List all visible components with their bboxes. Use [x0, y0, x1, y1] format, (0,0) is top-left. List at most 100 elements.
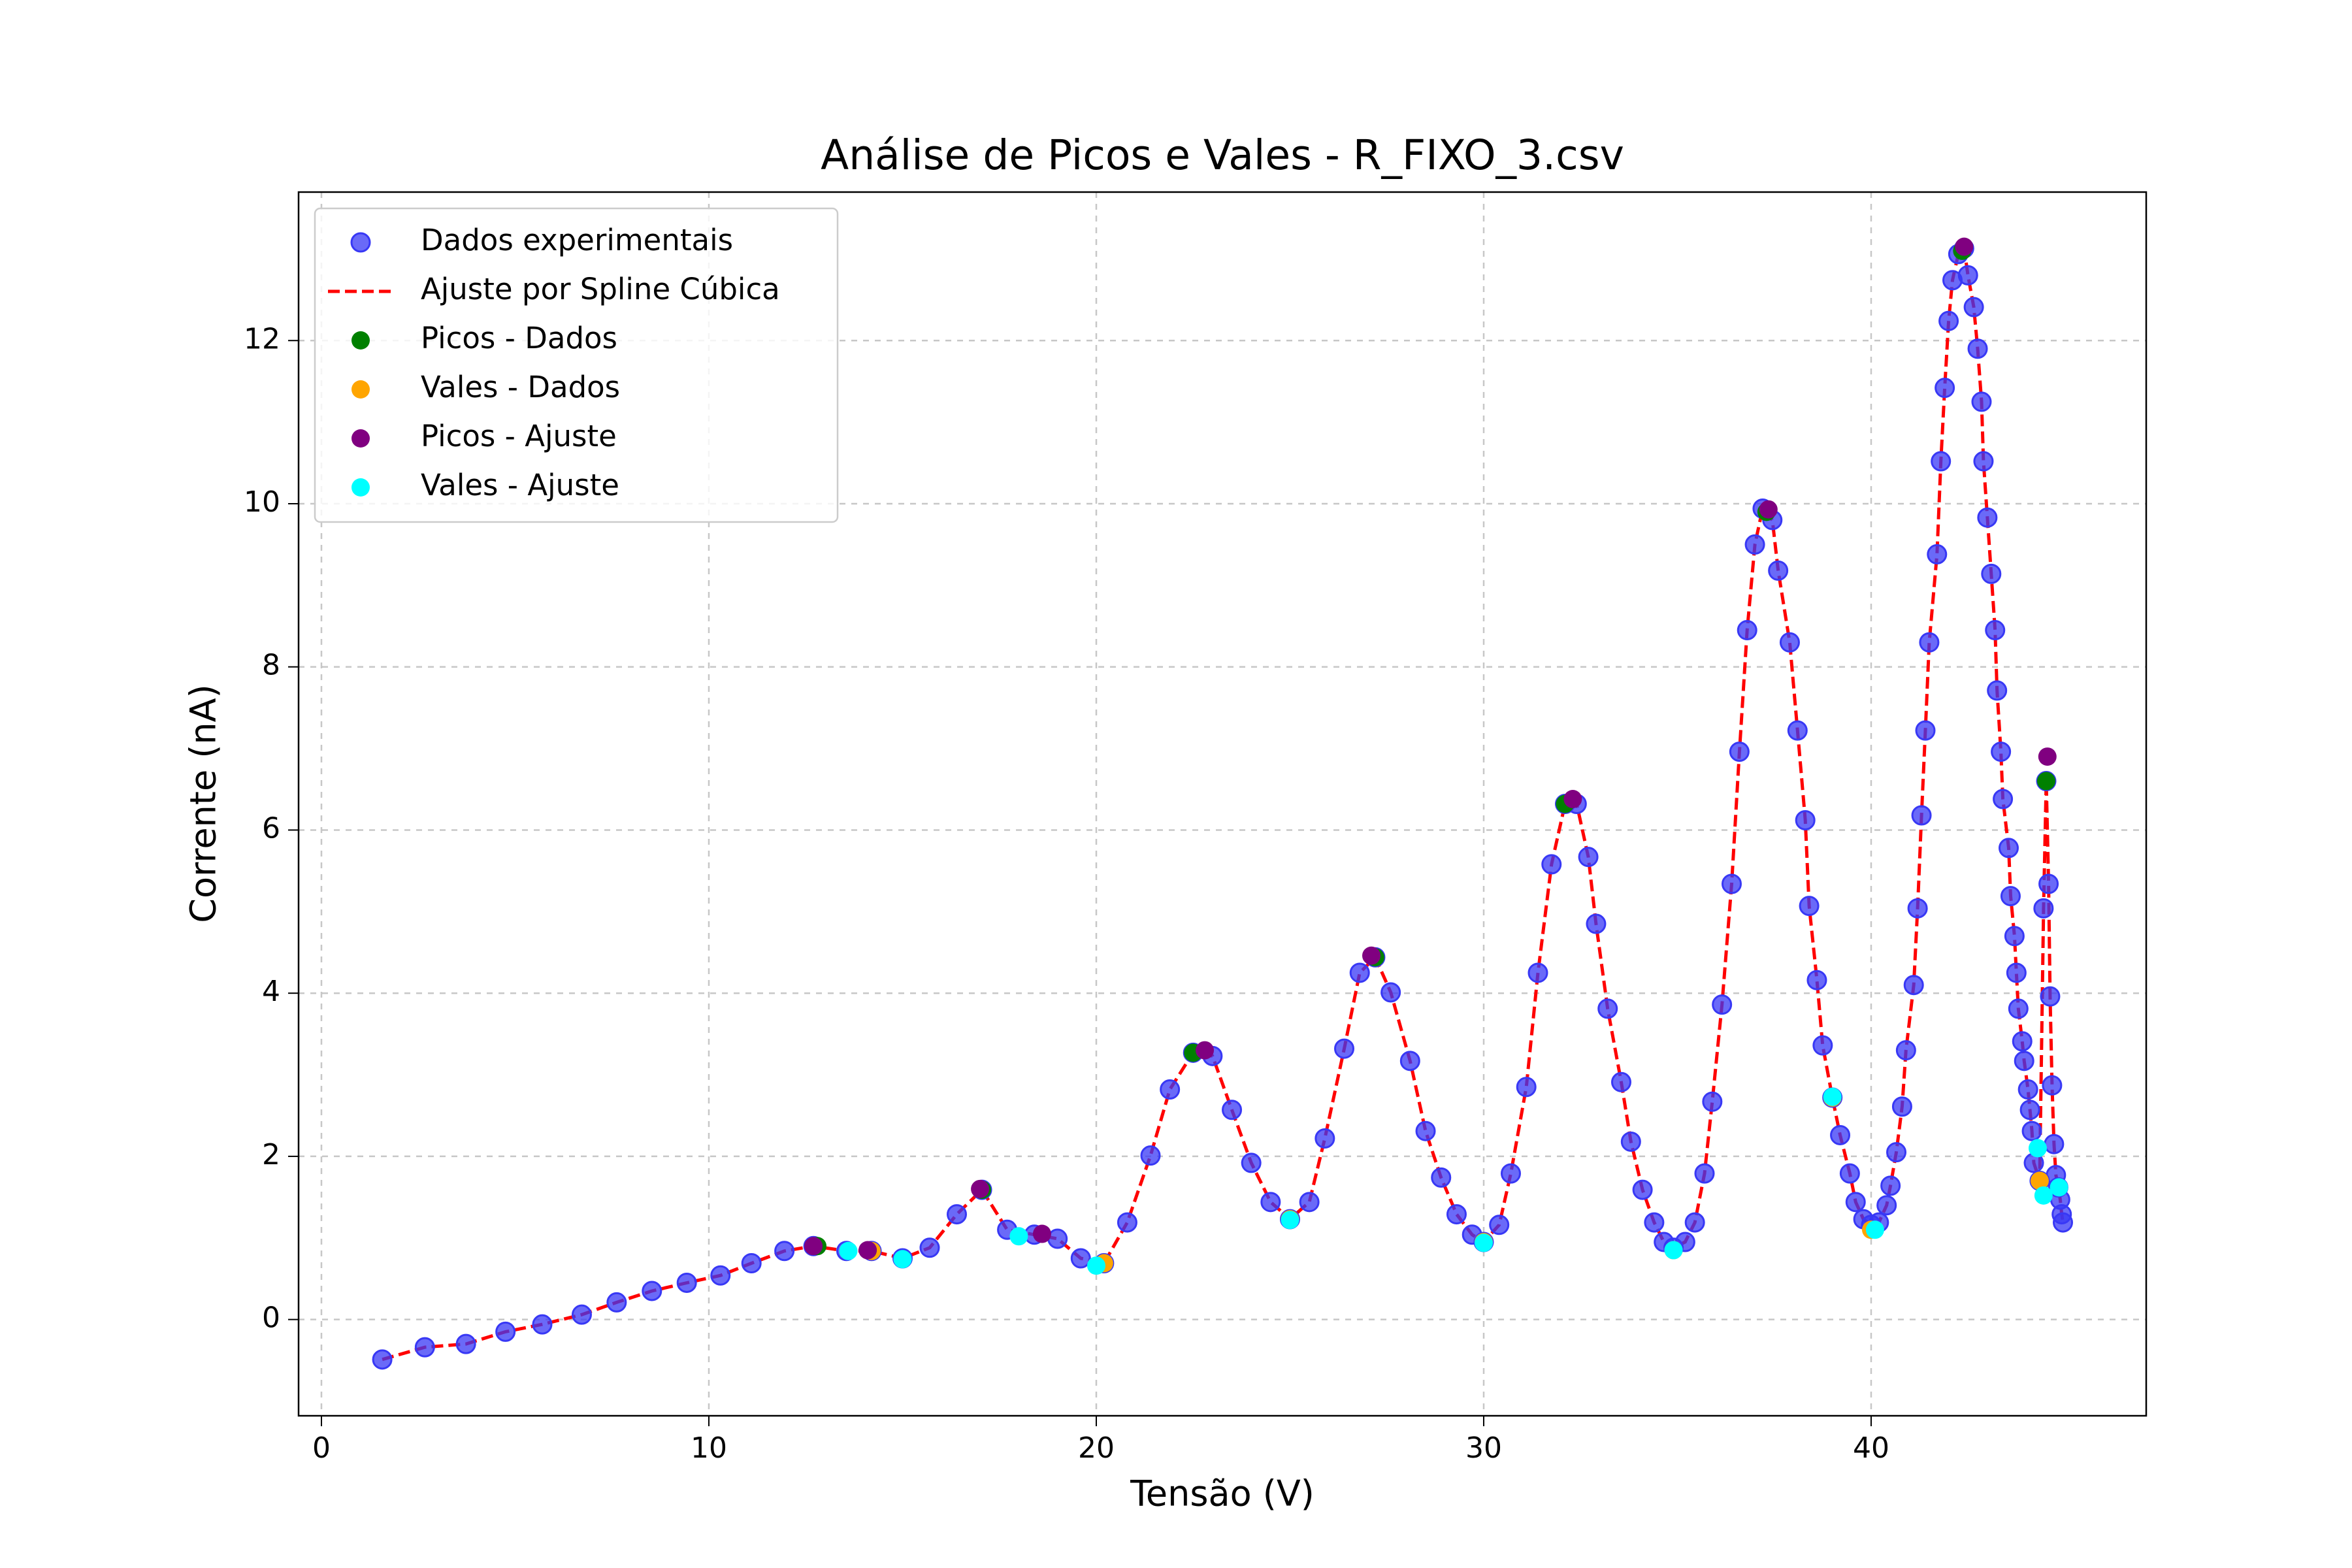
- point: [1895, 1040, 1916, 1061]
- point: [1474, 1233, 1493, 1252]
- point: [1977, 507, 1998, 528]
- legend-label: Picos - Dados: [421, 321, 617, 355]
- x-axis-label: Tensão (V): [1130, 1473, 1315, 1514]
- point: [919, 1237, 940, 1258]
- point: [1981, 563, 2002, 584]
- point: [2040, 986, 2061, 1007]
- point: [1759, 500, 1778, 519]
- point: [1140, 1145, 1161, 1166]
- point: [2038, 747, 2057, 766]
- point: [1903, 975, 1924, 996]
- x-tick-label: 0: [312, 1431, 331, 1465]
- point: [858, 1241, 877, 1260]
- point: [1333, 1038, 1354, 1059]
- point: [1845, 1192, 1866, 1213]
- point: [1160, 1079, 1181, 1100]
- point: [1086, 1256, 1105, 1275]
- point: [1891, 1096, 1912, 1117]
- point: [571, 1304, 592, 1325]
- point: [532, 1314, 553, 1335]
- point: [1799, 896, 1820, 917]
- point: [495, 1321, 516, 1342]
- point: [1865, 1220, 1884, 1239]
- legend-label: Ajuste por Spline Cúbica: [421, 272, 780, 306]
- point: [1993, 789, 2014, 809]
- legend-label: Picos - Ajuste: [421, 419, 617, 453]
- point: [893, 1250, 912, 1269]
- point: [1812, 1035, 1833, 1056]
- point: [1907, 898, 1928, 919]
- point: [2021, 1120, 2042, 1141]
- point: [1196, 1041, 1215, 1060]
- point: [1070, 1248, 1091, 1269]
- y-tick-label: 6: [262, 811, 280, 845]
- point: [1222, 1100, 1243, 1120]
- y-tick-label: 12: [244, 322, 280, 355]
- point: [2038, 874, 2059, 894]
- y-tick-label: 10: [244, 485, 280, 519]
- point: [1260, 1192, 1281, 1213]
- point: [2030, 1171, 2049, 1190]
- point: [2014, 1051, 2034, 1071]
- point: [1915, 720, 1936, 741]
- point: [1886, 1142, 1907, 1163]
- point: [676, 1272, 697, 1293]
- point: [2019, 1100, 2040, 1120]
- point: [1806, 970, 1827, 990]
- point: [1362, 946, 1381, 965]
- point: [1985, 620, 2006, 641]
- point: [1823, 1087, 1842, 1106]
- legend-label: Vales - Ajuste: [421, 468, 619, 502]
- point: [1991, 742, 2012, 762]
- y-tick-label: 8: [262, 649, 280, 682]
- point: [947, 1204, 968, 1225]
- point: [1721, 874, 1742, 894]
- point: [2053, 1212, 2074, 1233]
- point: [1927, 544, 1948, 564]
- point: [1527, 962, 1548, 983]
- legend-label: Dados experimentais: [421, 223, 733, 257]
- point: [1610, 1071, 1631, 1092]
- y-tick-label: 2: [262, 1138, 280, 1171]
- point: [1399, 1051, 1420, 1071]
- point: [1241, 1152, 1262, 1173]
- point: [1931, 451, 1952, 472]
- point: [971, 1179, 990, 1198]
- plot-frame: [297, 191, 2148, 1417]
- point: [1315, 1128, 1335, 1149]
- point: [1578, 847, 1599, 868]
- point: [1795, 809, 1816, 830]
- point: [1349, 962, 1370, 983]
- point: [710, 1265, 731, 1286]
- point: [1563, 790, 1582, 809]
- y-tick-label: 4: [262, 975, 280, 1008]
- point: [1597, 998, 1618, 1019]
- point: [1047, 1228, 1068, 1249]
- chart-title: Análise de Picos e Vales - R_FIXO_3.csv: [821, 131, 1624, 179]
- point: [774, 1241, 795, 1262]
- point: [2034, 1186, 2053, 1205]
- point: [1971, 391, 1992, 412]
- x-tick-label: 40: [1853, 1431, 1889, 1465]
- point: [1957, 265, 1978, 286]
- point: [1664, 1241, 1683, 1260]
- point: [2017, 1079, 2038, 1100]
- point: [606, 1292, 627, 1313]
- point: [1911, 805, 1932, 826]
- point: [1644, 1212, 1665, 1233]
- point: [1446, 1204, 1467, 1225]
- x-tick-label: 30: [1465, 1431, 1502, 1465]
- point: [1380, 982, 1401, 1003]
- point: [1973, 451, 1994, 472]
- point: [1987, 680, 2008, 701]
- point: [1998, 838, 2019, 858]
- point: [1935, 378, 1955, 399]
- point: [1586, 913, 1607, 934]
- point: [1876, 1195, 1897, 1216]
- point: [1712, 994, 1733, 1015]
- legend-swatch: [350, 232, 371, 253]
- point: [2006, 962, 2027, 983]
- point: [2050, 1178, 2068, 1197]
- point: [1500, 1163, 1521, 1184]
